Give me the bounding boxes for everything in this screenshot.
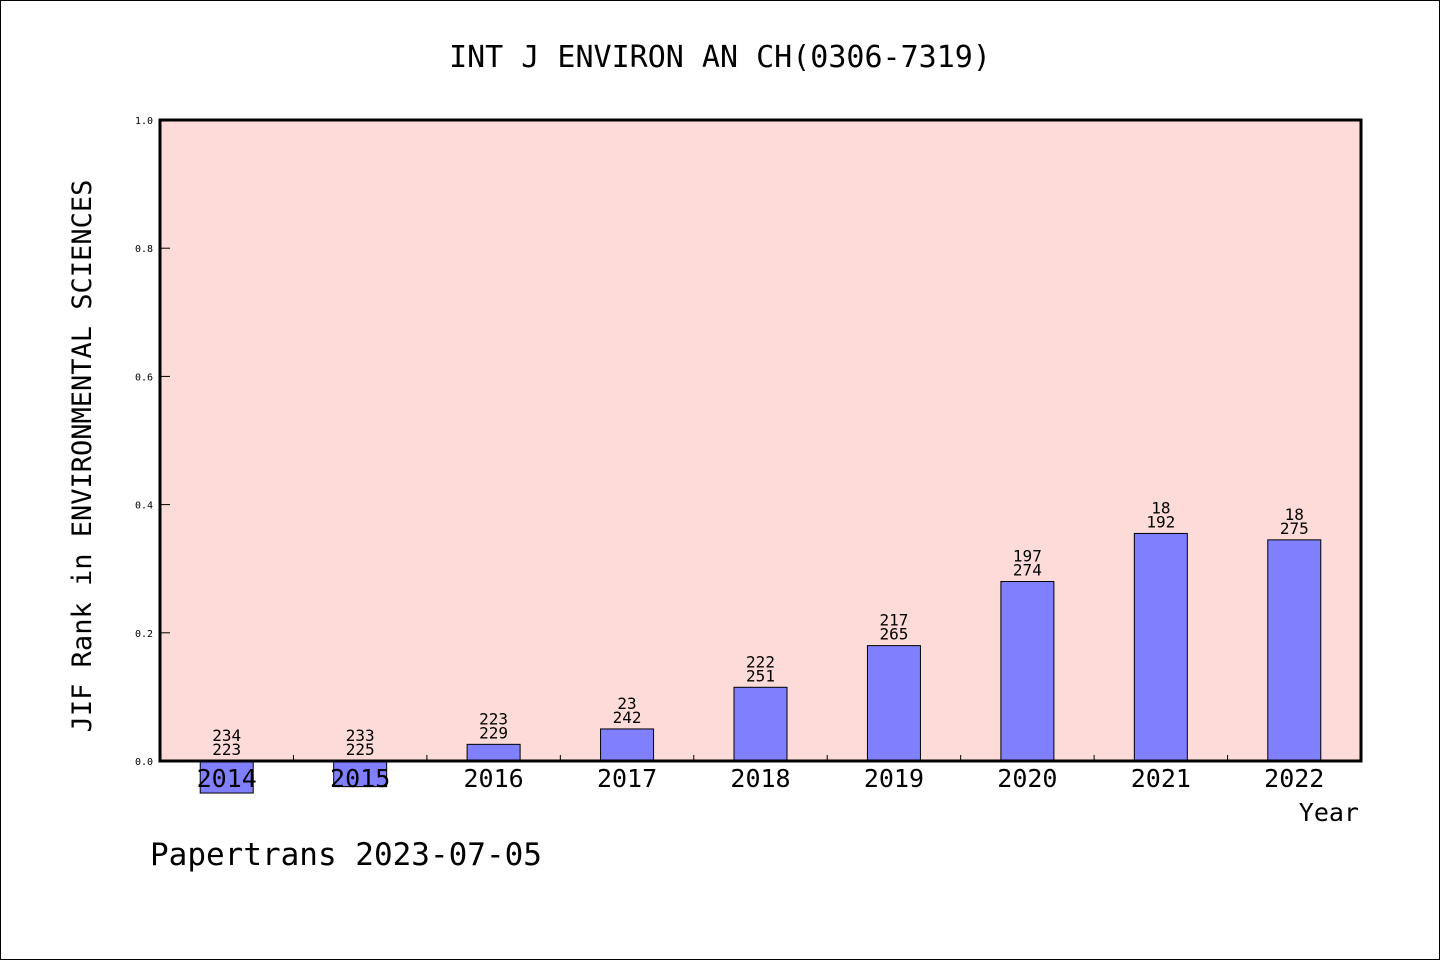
x-tick-label-2019: 2019 bbox=[864, 764, 924, 793]
rank-label-2018: 222 bbox=[746, 652, 775, 671]
rank-label-2015: 233 bbox=[346, 726, 375, 745]
rank-label-2020: 197 bbox=[1013, 547, 1042, 566]
rank-label-2022: 18 bbox=[1285, 505, 1304, 524]
bar-2014 bbox=[199, 760, 254, 794]
rank-label-2017: 23 bbox=[617, 694, 636, 713]
rank-label-2016: 223 bbox=[479, 709, 508, 728]
x-tick-label-2021: 2021 bbox=[1131, 764, 1191, 793]
x-tick-label-2014: 2014 bbox=[197, 764, 257, 793]
y-tick-label: 0.8 bbox=[135, 244, 153, 255]
total-label-2015: 225 bbox=[346, 740, 375, 759]
footer-stamp: Papertrans 2023-07-05 bbox=[150, 837, 542, 873]
x-tick-label-2017: 2017 bbox=[597, 764, 657, 793]
x-tick-label-2015: 2015 bbox=[330, 764, 390, 793]
total-label-2017: 242 bbox=[613, 708, 642, 727]
rank-label-2021: 18 bbox=[1151, 498, 1170, 517]
x-tick-label-2018: 2018 bbox=[730, 764, 790, 793]
y-tick-label: 0.0 bbox=[135, 757, 153, 768]
bar-2022 bbox=[1267, 539, 1322, 762]
total-label-2022: 275 bbox=[1280, 519, 1309, 538]
y-tick-label: 1.0 bbox=[135, 116, 153, 127]
total-label-2021: 192 bbox=[1146, 512, 1175, 531]
x-tick-label-2022: 2022 bbox=[1264, 764, 1324, 793]
x-tick-label-2020: 2020 bbox=[997, 764, 1057, 793]
bar-2020 bbox=[1000, 581, 1055, 762]
total-label-2019: 265 bbox=[879, 625, 908, 644]
bar-2021 bbox=[1133, 532, 1188, 762]
total-label-2018: 251 bbox=[746, 666, 775, 685]
y-tick-label: 0.2 bbox=[135, 629, 153, 640]
total-label-2014: 223 bbox=[212, 740, 241, 759]
x-tick-label-2016: 2016 bbox=[464, 764, 524, 793]
total-label-2016: 229 bbox=[479, 723, 508, 742]
x-axis-label: Year bbox=[1299, 798, 1359, 827]
bar-2019 bbox=[866, 645, 921, 762]
bar-2018 bbox=[733, 686, 788, 762]
plot-border bbox=[158, 118, 1363, 763]
rank-label-2019: 217 bbox=[879, 611, 908, 630]
rank-label-2014: 234 bbox=[212, 726, 241, 745]
y-tick-label: 0.4 bbox=[135, 501, 153, 512]
y-axis-label: JIF Rank in ENVIRONMENTAL SCIENCES bbox=[67, 180, 98, 733]
x-axis-ticks: 2014 2015 2016 2017 2018 2019 2020 2021 2022 bbox=[197, 755, 1324, 793]
chart-title: INT J ENVIRON AN CH(0306-7319) bbox=[449, 40, 991, 75]
bar-2016 bbox=[466, 743, 521, 762]
bar-2017 bbox=[600, 728, 655, 762]
y-axis-ticks: 0.0 0.2 0.4 0.6 0.8 1.0 bbox=[135, 116, 170, 768]
y-tick-label: 0.6 bbox=[135, 372, 153, 383]
bars-group bbox=[199, 532, 1322, 794]
total-label-2020: 274 bbox=[1013, 561, 1042, 580]
